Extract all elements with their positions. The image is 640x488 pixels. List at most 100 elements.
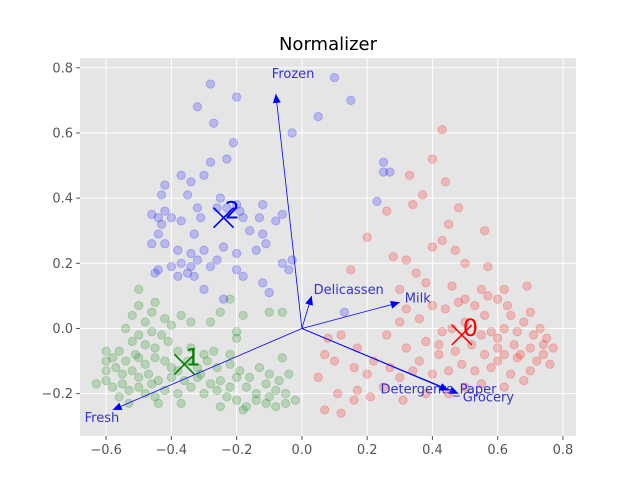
scatter-point-cluster-2	[199, 284, 209, 294]
scatter-point-cluster-2	[183, 190, 193, 200]
scatter-point-cluster-0	[427, 301, 438, 311]
scatter-point-cluster-0	[437, 235, 447, 246]
scatter-point-cluster-1	[117, 369, 128, 379]
scatter-point-cluster-0	[388, 252, 398, 262]
scatter-point-cluster-2	[189, 229, 199, 239]
cluster-center-marker	[213, 207, 235, 229]
scatter-point-cluster-0	[362, 232, 372, 242]
scatter-point-cluster-1	[232, 372, 242, 382]
scatter-point-cluster-0	[401, 304, 411, 314]
scatter-point-cluster-2	[166, 213, 176, 223]
scatter-point-cluster-0	[421, 389, 431, 399]
scatter-point-cluster-2	[222, 154, 232, 164]
y-tick-label: −0.2	[41, 387, 73, 402]
scatter-point-cluster-2	[232, 200, 242, 210]
scatter-point-cluster-2	[196, 213, 206, 223]
scatter-point-cluster-0	[519, 376, 529, 386]
x-tick-label: 0.2	[357, 443, 378, 458]
scatter-point-cluster-1	[153, 376, 163, 386]
vector-arrowhead	[112, 402, 123, 411]
scatter-point-cluster-1	[254, 362, 265, 373]
scatter-point-cluster-0	[411, 268, 421, 278]
scatter-point-cluster-0	[502, 301, 513, 311]
scatter-point-cluster-2	[160, 239, 170, 249]
scatter-point-cluster-2	[186, 177, 196, 187]
scatter-point-cluster-1	[134, 301, 144, 311]
scatter-point-cluster-1	[264, 369, 274, 379]
scatter-point-cluster-1	[186, 382, 196, 392]
scatter-point-cluster-2	[215, 193, 225, 203]
scatter-point-cluster-2	[287, 128, 297, 138]
vector-arrowhead	[448, 386, 459, 394]
scatter-point-cluster-2	[238, 213, 248, 223]
scatter-point-cluster-0	[320, 405, 330, 415]
scatter-point-cluster-0	[483, 291, 493, 301]
scatter-point-cluster-0	[525, 307, 535, 317]
scatter-point-cluster-2	[277, 209, 287, 220]
scatter-point-cluster-2	[212, 255, 222, 265]
scatter-point-cluster-0	[349, 395, 359, 405]
scatter-point-cluster-1	[166, 372, 176, 382]
scatter-point-cluster-0	[382, 330, 392, 340]
x-tick-label: −0.2	[221, 443, 253, 458]
scatter-point-cluster-0	[506, 369, 516, 379]
scatter-point-cluster-2	[235, 206, 245, 216]
scatter-point-cluster-0	[493, 343, 503, 353]
scatter-point-cluster-1	[232, 395, 242, 405]
scatter-point-cluster-1	[160, 356, 170, 366]
scatter-point-cluster-1	[277, 353, 287, 363]
vector-fresh	[112, 328, 303, 411]
scatter-point-cluster-1	[150, 353, 160, 363]
scatter-point-cluster-1	[215, 376, 225, 386]
scatter-point-cluster-2	[205, 157, 216, 167]
y-tick-label: 0.2	[52, 257, 73, 272]
scatter-point-cluster-0	[525, 366, 535, 376]
scatter-point-cluster-2	[232, 92, 242, 102]
scatter-point-cluster-0	[349, 362, 359, 373]
scatter-point-cluster-0	[434, 340, 444, 350]
scatter-point-cluster-2	[209, 118, 219, 128]
scatter-point-cluster-2	[199, 245, 209, 255]
scatter-point-cluster-1	[111, 362, 121, 373]
scatter-point-cluster-1	[176, 398, 186, 409]
scatter-point-cluster-1	[108, 353, 118, 363]
scatter-point-cluster-2	[228, 138, 238, 148]
scatter-point-cluster-2	[192, 203, 203, 213]
vector-label-detergents-paper: Detergents_Paper	[381, 383, 498, 398]
vector-arrowhead	[390, 300, 400, 309]
scatter-point-cluster-0	[493, 356, 503, 366]
scatter-point-cluster-1	[101, 346, 111, 356]
scatter-point-cluster-0	[398, 395, 408, 405]
scatter-point-cluster-2	[153, 229, 163, 239]
scatter-point-cluster-1	[186, 343, 196, 353]
scatter-point-cluster-2	[258, 278, 268, 288]
scatter-point-cluster-1	[205, 379, 216, 389]
scatter-point-cluster-0	[320, 349, 330, 360]
scatter-point-cluster-2	[372, 196, 382, 206]
scatter-point-cluster-1	[173, 346, 183, 356]
scatter-point-cluster-2	[218, 242, 229, 252]
scatter-point-cluster-1	[284, 369, 294, 379]
vector-label-milk: Milk	[405, 291, 431, 306]
scatter-point-cluster-2	[329, 72, 340, 83]
scatter-point-cluster-2	[284, 265, 294, 275]
scatter-point-cluster-1	[274, 376, 284, 386]
x-tick-label: −0.6	[90, 443, 122, 458]
scatter-point-cluster-0	[333, 389, 343, 399]
scatter-point-cluster-0	[499, 382, 509, 392]
scatter-point-cluster-2	[258, 229, 268, 239]
scatter-point-cluster-0	[522, 281, 532, 291]
scatter-point-cluster-1	[251, 395, 261, 405]
scatter-point-cluster-1	[121, 356, 131, 366]
scatter-point-cluster-2	[192, 102, 203, 112]
scatter-point-cluster-1	[202, 356, 212, 366]
scatter-point-cluster-0	[362, 369, 372, 379]
scatter-point-cluster-0	[483, 261, 493, 272]
scatter-point-cluster-2	[378, 157, 389, 167]
scatter-point-cluster-1	[173, 389, 183, 399]
centers-layer: 0 1 2	[173, 197, 478, 375]
scatter-point-cluster-2	[277, 258, 287, 268]
scatter-point-cluster-1	[238, 405, 248, 415]
scatter-point-cluster-0	[404, 170, 415, 180]
